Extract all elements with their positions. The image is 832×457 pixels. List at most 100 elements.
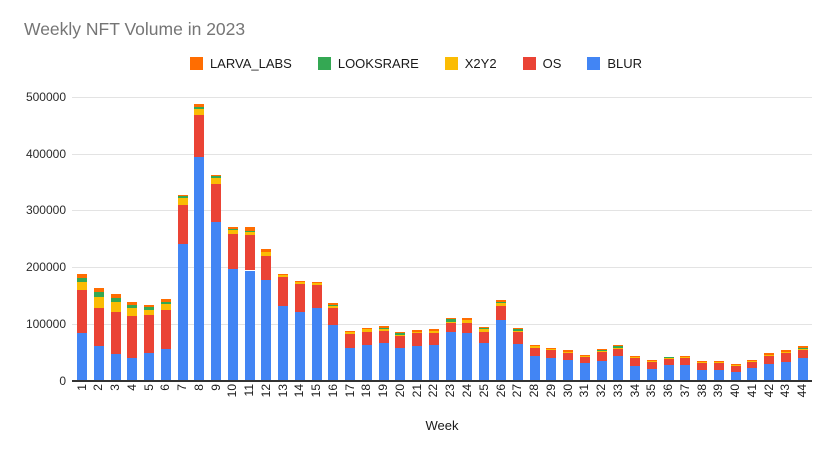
bar-segment-looksrare-week-25[interactable] [479, 328, 490, 330]
bar-segment-os-week-21[interactable] [412, 333, 423, 346]
bar-segment-looksrare-week-36[interactable] [663, 356, 674, 359]
bar-segment-blur-week-22[interactable] [428, 345, 439, 381]
bar-segment-os-week-35[interactable] [646, 361, 657, 369]
bar-segment-blur-week-14[interactable] [294, 311, 305, 381]
bar-segment-larva_labs-week-17[interactable] [345, 331, 356, 333]
bar-segment-blur-week-44[interactable] [797, 357, 808, 381]
bar-segment-larva_labs-week-1[interactable] [77, 273, 87, 279]
bar-segment-x2y2-week-36[interactable] [663, 358, 674, 359]
legend-item-x2y2[interactable]: X2Y2 [444, 56, 497, 71]
bar-segment-os-week-29[interactable] [546, 350, 557, 358]
bar-segment-blur-week-30[interactable] [563, 360, 574, 381]
bar-segment-x2y2-week-5[interactable] [144, 309, 155, 315]
bar-segment-larva_labs-week-22[interactable] [428, 328, 439, 331]
bar-segment-x2y2-week-17[interactable] [345, 332, 356, 334]
bar-segment-os-week-34[interactable] [630, 357, 641, 367]
bar-segment-larva_labs-week-44[interactable] [797, 346, 808, 349]
bar-segment-looksrare-week-3[interactable] [110, 297, 121, 302]
bar-segment-os-week-11[interactable] [244, 235, 255, 271]
bar-segment-os-week-28[interactable] [529, 347, 540, 357]
bar-segment-x2y2-week-39[interactable] [713, 361, 724, 363]
bar-segment-x2y2-week-12[interactable] [261, 251, 272, 256]
bar-segment-x2y2-week-2[interactable] [93, 296, 104, 308]
bar-segment-x2y2-week-26[interactable] [496, 302, 506, 307]
bar-segment-blur-week-29[interactable] [546, 357, 557, 381]
bar-segment-x2y2-week-4[interactable] [127, 308, 138, 317]
bar-segment-blur-week-24[interactable] [462, 332, 473, 381]
bar-segment-larva_labs-week-39[interactable] [713, 360, 724, 362]
bar-segment-os-week-40[interactable] [730, 365, 741, 372]
bar-segment-os-week-16[interactable] [328, 308, 339, 325]
bar-segment-blur-week-35[interactable] [646, 368, 657, 381]
bar-segment-looksrare-week-33[interactable] [613, 345, 624, 348]
bar-segment-blur-week-23[interactable] [445, 331, 456, 381]
bar-segment-os-week-43[interactable] [780, 353, 791, 362]
bar-segment-blur-week-2[interactable] [93, 345, 104, 381]
bar-segment-blur-week-31[interactable] [579, 363, 590, 381]
bar-segment-blur-week-10[interactable] [227, 269, 238, 381]
bar-segment-larva_labs-week-26[interactable] [496, 299, 506, 303]
bar-segment-larva_labs-week-19[interactable] [378, 326, 389, 328]
bar-segment-blur-week-9[interactable] [211, 221, 222, 381]
bar-segment-looksrare-week-8[interactable] [194, 106, 205, 110]
bar-segment-blur-week-43[interactable] [780, 361, 791, 381]
bar-segment-blur-week-8[interactable] [194, 156, 205, 381]
bar-segment-larva_labs-week-37[interactable] [680, 355, 691, 357]
bar-segment-os-week-37[interactable] [680, 357, 691, 365]
bar-segment-larva_labs-week-29[interactable] [546, 348, 557, 350]
bar-segment-larva_labs-week-35[interactable] [646, 359, 657, 361]
bar-segment-larva_labs-week-14[interactable] [294, 280, 305, 282]
bar-segment-blur-week-12[interactable] [261, 280, 272, 381]
bar-segment-blur-week-3[interactable] [110, 353, 121, 381]
bar-segment-larva_labs-week-20[interactable] [395, 331, 406, 333]
bar-segment-larva_labs-week-42[interactable] [764, 353, 775, 355]
bar-segment-x2y2-week-32[interactable] [596, 351, 607, 352]
bar-segment-larva_labs-week-6[interactable] [160, 299, 171, 302]
bar-segment-larva_labs-week-11[interactable] [244, 226, 255, 231]
bar-segment-looksrare-week-27[interactable] [512, 329, 523, 332]
bar-segment-os-week-38[interactable] [697, 362, 708, 371]
bar-segment-blur-week-1[interactable] [77, 333, 87, 381]
bar-segment-os-week-44[interactable] [797, 350, 808, 358]
bar-segment-os-week-4[interactable] [127, 316, 138, 359]
bar-segment-larva_labs-week-43[interactable] [780, 350, 791, 353]
bar-segment-os-week-41[interactable] [747, 361, 758, 369]
bar-segment-x2y2-week-22[interactable] [428, 330, 439, 333]
bar-segment-blur-week-16[interactable] [328, 324, 339, 381]
bar-segment-os-week-36[interactable] [663, 358, 674, 366]
bar-segment-blur-week-26[interactable] [496, 320, 506, 381]
bar-segment-looksrare-week-32[interactable] [596, 349, 607, 351]
bar-segment-larva_labs-week-15[interactable] [311, 281, 322, 283]
bar-segment-x2y2-week-15[interactable] [311, 282, 322, 286]
bar-segment-looksrare-week-6[interactable] [160, 301, 171, 304]
bar-segment-os-week-27[interactable] [512, 332, 523, 345]
bar-segment-looksrare-week-7[interactable] [177, 196, 188, 198]
bar-segment-x2y2-week-30[interactable] [563, 351, 574, 353]
bar-segment-larva_labs-week-32[interactable] [596, 349, 607, 350]
bar-segment-larva_labs-week-3[interactable] [110, 294, 121, 298]
bar-segment-larva_labs-week-24[interactable] [462, 318, 473, 320]
bar-segment-blur-week-21[interactable] [412, 345, 423, 381]
bar-segment-os-week-42[interactable] [764, 356, 775, 365]
bar-segment-x2y2-week-8[interactable] [194, 109, 205, 116]
bar-segment-os-week-2[interactable] [93, 307, 104, 346]
bar-segment-x2y2-week-29[interactable] [546, 349, 557, 351]
bar-segment-x2y2-week-25[interactable] [479, 329, 490, 332]
bar-segment-larva_labs-week-21[interactable] [412, 330, 423, 332]
bar-segment-larva_labs-week-5[interactable] [144, 304, 155, 307]
bar-segment-looksrare-week-44[interactable] [797, 348, 808, 349]
legend-item-blur[interactable]: BLUR [587, 56, 642, 71]
bar-segment-os-week-6[interactable] [160, 309, 171, 350]
bar-segment-x2y2-week-44[interactable] [797, 348, 808, 351]
bar-segment-os-week-24[interactable] [462, 322, 473, 333]
bar-segment-blur-week-40[interactable] [730, 371, 741, 381]
bar-segment-os-week-19[interactable] [378, 330, 389, 343]
bar-segment-larva_labs-week-41[interactable] [747, 359, 758, 361]
legend-item-os[interactable]: OS [522, 56, 561, 71]
bar-segment-blur-week-17[interactable] [345, 347, 356, 381]
bar-segment-os-week-32[interactable] [596, 351, 607, 361]
bar-segment-os-week-20[interactable] [395, 335, 406, 348]
bar-segment-os-week-26[interactable] [496, 306, 506, 321]
bar-segment-looksrare-week-10[interactable] [227, 229, 238, 231]
bar-segment-blur-week-5[interactable] [144, 352, 155, 381]
